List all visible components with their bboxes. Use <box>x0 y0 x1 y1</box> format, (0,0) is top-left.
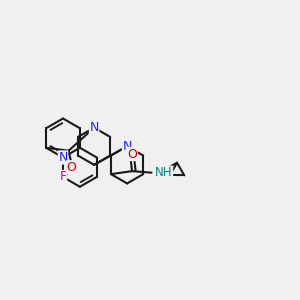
Text: NH: NH <box>155 166 172 179</box>
Text: N: N <box>122 140 132 153</box>
Text: N: N <box>89 121 99 134</box>
Text: O: O <box>67 161 76 174</box>
Text: F: F <box>59 170 67 184</box>
Text: O: O <box>128 148 137 160</box>
Text: N: N <box>58 151 68 164</box>
